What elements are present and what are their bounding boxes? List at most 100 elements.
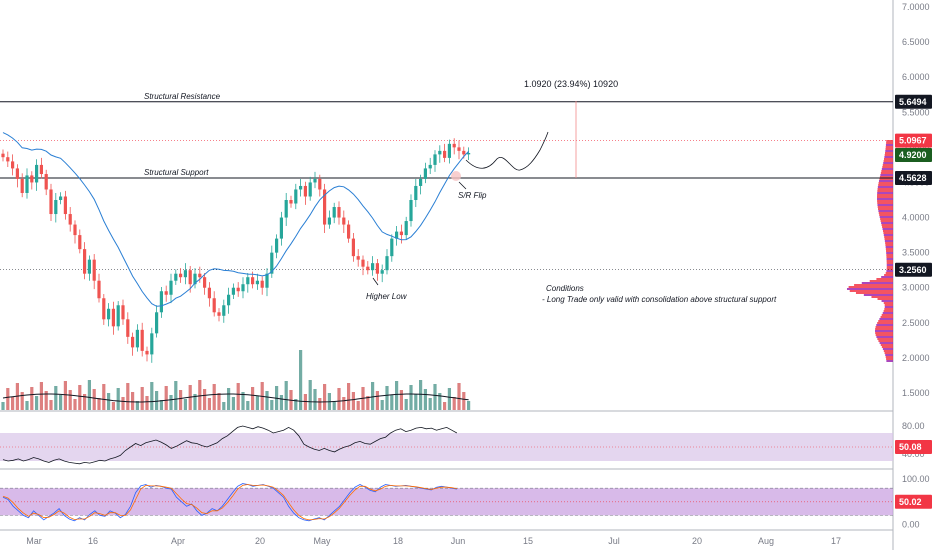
profile-bar	[883, 310, 893, 312]
profile-bar	[883, 162, 893, 164]
candle-body	[54, 200, 58, 215]
profile-bar	[881, 346, 893, 348]
volume-bar	[116, 388, 120, 410]
candle-body	[164, 291, 168, 295]
candle-body	[63, 196, 67, 215]
profile-bar	[886, 360, 893, 362]
conditions-title: Conditions	[546, 284, 584, 293]
profile-bar	[883, 234, 893, 236]
profile-bar	[886, 142, 893, 144]
candle-body	[116, 305, 120, 327]
volume-bar	[395, 381, 399, 410]
volume-bar	[332, 402, 336, 410]
candle-body	[83, 249, 87, 274]
profile-bar	[884, 238, 893, 240]
support-tag-bg	[895, 171, 932, 186]
profile-bar	[885, 248, 893, 250]
candle-body	[174, 273, 178, 281]
candle-body	[20, 178, 24, 193]
profile-bar	[886, 268, 893, 270]
rsi-line	[2, 425, 458, 465]
volume-bar	[419, 380, 423, 410]
volume-bar	[313, 389, 317, 410]
rsi-tick-label: 80.00	[902, 421, 925, 431]
volume-bar	[126, 383, 130, 410]
price-tags: 5.6494 5.0967 4.9200 4.5628 3.2560 50.08 50.02	[895, 94, 932, 509]
time-tick-label: Jul	[608, 536, 620, 546]
volume-bar	[380, 400, 384, 410]
profile-bar	[877, 194, 893, 196]
candle-body	[452, 143, 456, 148]
stoch-k-line	[2, 483, 457, 522]
time-tick-label: 20	[692, 536, 702, 546]
volume-bar	[25, 401, 29, 410]
candle-body	[15, 168, 19, 179]
profile-bar	[884, 156, 893, 158]
volume-bar	[375, 391, 379, 410]
candle-body	[332, 207, 336, 218]
candle-body	[183, 270, 187, 278]
volume-bar	[49, 400, 53, 410]
profile-bar	[846, 288, 893, 290]
projection-label: 1.0920 (23.94%) 10920	[524, 79, 618, 89]
volume-bar	[20, 392, 24, 410]
profile-bar	[881, 168, 893, 170]
candle-body	[246, 277, 250, 285]
volume-bar	[399, 390, 403, 410]
volume-bar	[255, 396, 259, 410]
profile-bar	[877, 188, 893, 190]
higher-low-arrow	[372, 277, 379, 286]
volume-bar	[131, 392, 135, 410]
volume-bar	[251, 387, 255, 410]
profile-bar	[877, 196, 893, 198]
profile-bar	[886, 256, 893, 258]
candle-body	[337, 207, 341, 218]
candle-body	[212, 298, 216, 313]
time-axis: Mar 16 Apr 20 May 18 Jun 15 Jul 20 Aug 17	[26, 536, 841, 546]
profile-bar	[884, 152, 893, 154]
candles[interactable]	[1, 138, 471, 363]
profile-bar	[886, 252, 893, 254]
profile-bar	[881, 300, 893, 302]
candle-body	[102, 298, 106, 320]
profile-bar	[885, 356, 893, 358]
volume-bar	[207, 398, 211, 410]
volume-bar	[371, 382, 375, 410]
candle-body	[414, 185, 418, 200]
volume-bar	[279, 395, 283, 410]
profile-bar	[879, 176, 893, 178]
profile-bar	[879, 214, 893, 216]
volume-bar	[183, 399, 187, 410]
candle-body	[260, 280, 264, 288]
time-tick-label: Aug	[758, 536, 774, 546]
profile-bar	[886, 258, 893, 260]
price-tick-label: 5.5000	[902, 107, 930, 117]
profile-bar	[885, 354, 893, 356]
profile-bar	[883, 302, 893, 304]
profile-bar	[881, 222, 893, 224]
volume-bar	[102, 384, 106, 410]
profile-bar	[875, 330, 893, 332]
profile-bar	[886, 264, 893, 266]
profile-bar	[885, 242, 893, 244]
candle-body	[121, 305, 125, 320]
candle-body	[366, 266, 370, 271]
volume-bar	[179, 390, 183, 410]
profile-bar	[879, 318, 893, 320]
profile-bar	[886, 254, 893, 256]
time-tick-label: 16	[88, 536, 98, 546]
candle-body	[371, 263, 375, 271]
volume-profile	[846, 140, 893, 362]
volume-bar	[155, 391, 159, 410]
stoch-value-tag: 50.02	[899, 497, 922, 507]
profile-bar	[881, 314, 893, 316]
candle-body	[404, 221, 408, 236]
candle-body	[222, 305, 226, 316]
profile-bar	[878, 208, 893, 210]
volume-bar	[59, 395, 63, 410]
higher-low-tag: 3.2560	[899, 265, 927, 275]
profile-bar	[877, 204, 893, 206]
profile-bar	[875, 326, 893, 328]
candle-body	[1, 153, 5, 158]
